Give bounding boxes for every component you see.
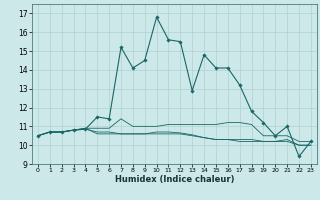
- X-axis label: Humidex (Indice chaleur): Humidex (Indice chaleur): [115, 175, 234, 184]
